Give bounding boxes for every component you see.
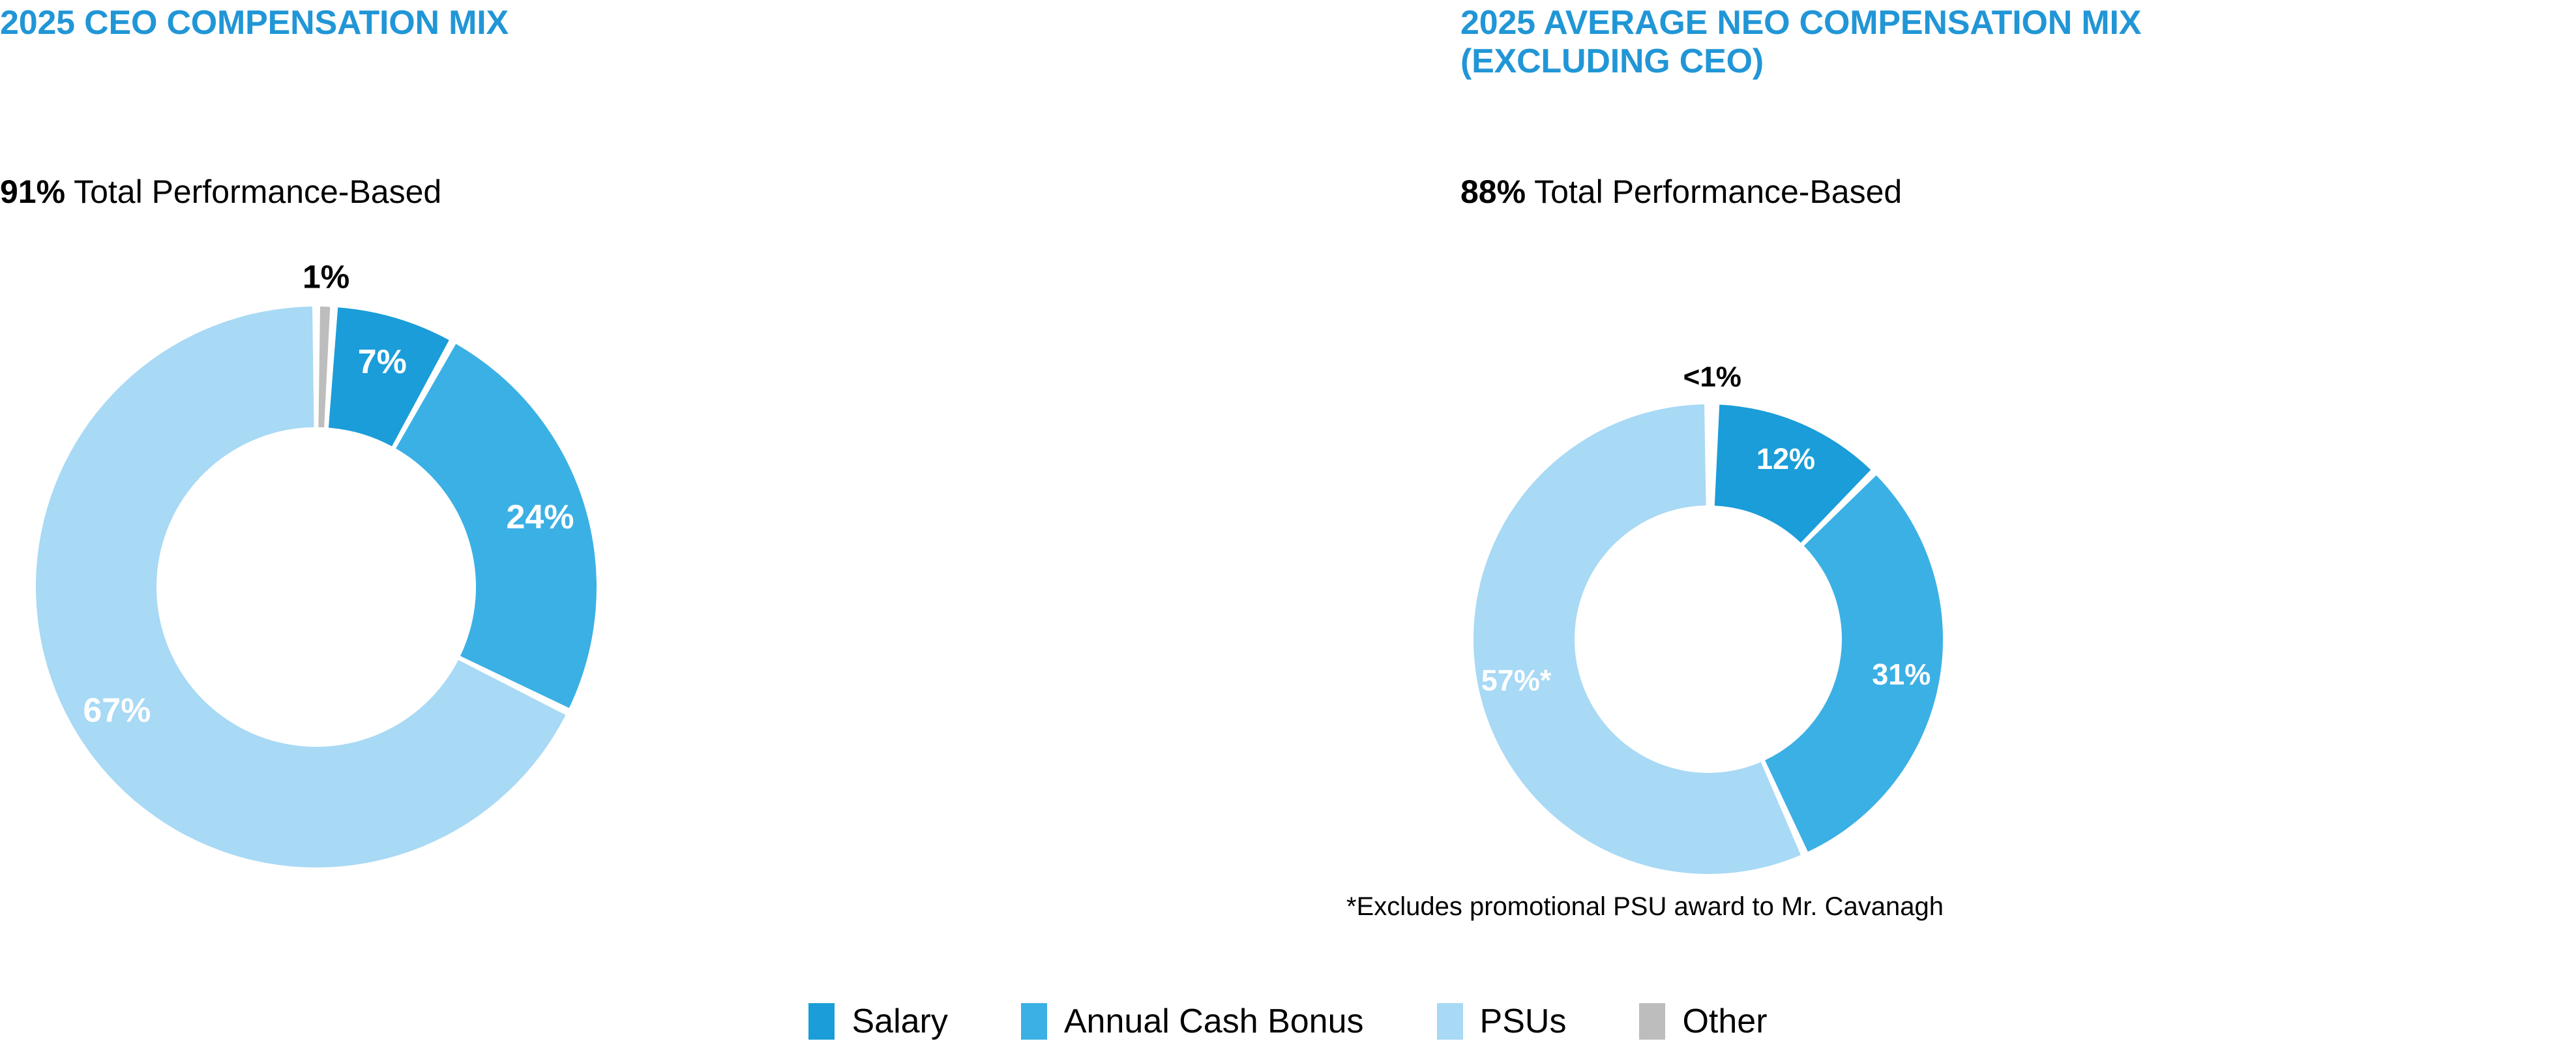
- donut-slice-label: 67%: [83, 692, 151, 730]
- legend-label-annual-cash-bonus: Annual Cash Bonus: [1063, 1002, 1364, 1040]
- donut-slice-label: 31%: [1872, 657, 1931, 691]
- performance-based-label-ceo: Total Performance-Based: [65, 173, 442, 210]
- donut-slice: [1710, 404, 1713, 506]
- performance-based-summary-neo: 88% Total Performance-Based: [1460, 173, 1902, 211]
- donut-slice-label: 24%: [506, 498, 574, 536]
- page-title-ceo: 2025 CEO COMPENSATION MIX: [0, 4, 509, 42]
- footnote-psu-exclusion: *Excludes promotional PSU award to Mr. C…: [1346, 892, 1944, 921]
- legend-label-psus: PSUs: [1479, 1002, 1567, 1040]
- donut-slice-label: 7%: [358, 343, 407, 381]
- legend-swatch-other-icon: [1639, 1003, 1666, 1040]
- performance-based-percent-ceo: 91%: [0, 173, 66, 210]
- chart-legend: Salary Annual Cash Bonus PSUs Other: [0, 1003, 2576, 1040]
- donut-slice: [328, 307, 449, 447]
- legend-swatch-psus-icon: [1436, 1003, 1463, 1040]
- legend-swatch-annual-cash-bonus-icon: [1020, 1003, 1047, 1040]
- legend-item-salary[interactable]: Salary: [808, 1002, 948, 1040]
- donut-slice-label: 57%*: [1481, 664, 1552, 697]
- legend-item-psus[interactable]: PSUs: [1436, 1002, 1567, 1040]
- donut-slice: [1714, 404, 1871, 543]
- donut-chart-ceo: 1% 7% 24% 67%: [36, 258, 597, 868]
- donut-slice: [36, 307, 566, 868]
- performance-based-percent-neo: 88%: [1460, 173, 1526, 210]
- performance-based-label-neo: Total Performance-Based: [1526, 173, 1902, 210]
- donut-slice-label: 12%: [1756, 442, 1815, 475]
- donut-slice-label: 1%: [303, 258, 349, 295]
- donut-slice: [1765, 475, 1943, 852]
- legend-item-other[interactable]: Other: [1639, 1002, 1768, 1040]
- performance-based-summary-ceo: 91% Total Performance-Based: [0, 173, 441, 211]
- neo-compensation-panel: 2025 AVERAGE NEO COMPENSATION MIX (EXCLU…: [1460, 0, 2576, 1054]
- page-title-neo: 2025 AVERAGE NEO COMPENSATION MIX (EXCLU…: [1460, 4, 2142, 80]
- donut-chart-neo: <1% 12% 31% 57%*: [1473, 361, 1943, 874]
- ceo-compensation-panel: 2025 CEO COMPENSATION MIX 91% Total Perf…: [0, 4, 597, 868]
- legend-item-annual-cash-bonus[interactable]: Annual Cash Bonus: [1020, 1002, 1364, 1040]
- donut-slice: [396, 344, 597, 708]
- donut-slice: [1473, 404, 1801, 874]
- donut-slice-label: <1%: [1683, 361, 1741, 393]
- legend-label-other: Other: [1682, 1002, 1768, 1040]
- legend-swatch-salary-icon: [808, 1003, 835, 1040]
- legend-label-salary: Salary: [851, 1002, 948, 1040]
- donut-slice: [318, 307, 331, 428]
